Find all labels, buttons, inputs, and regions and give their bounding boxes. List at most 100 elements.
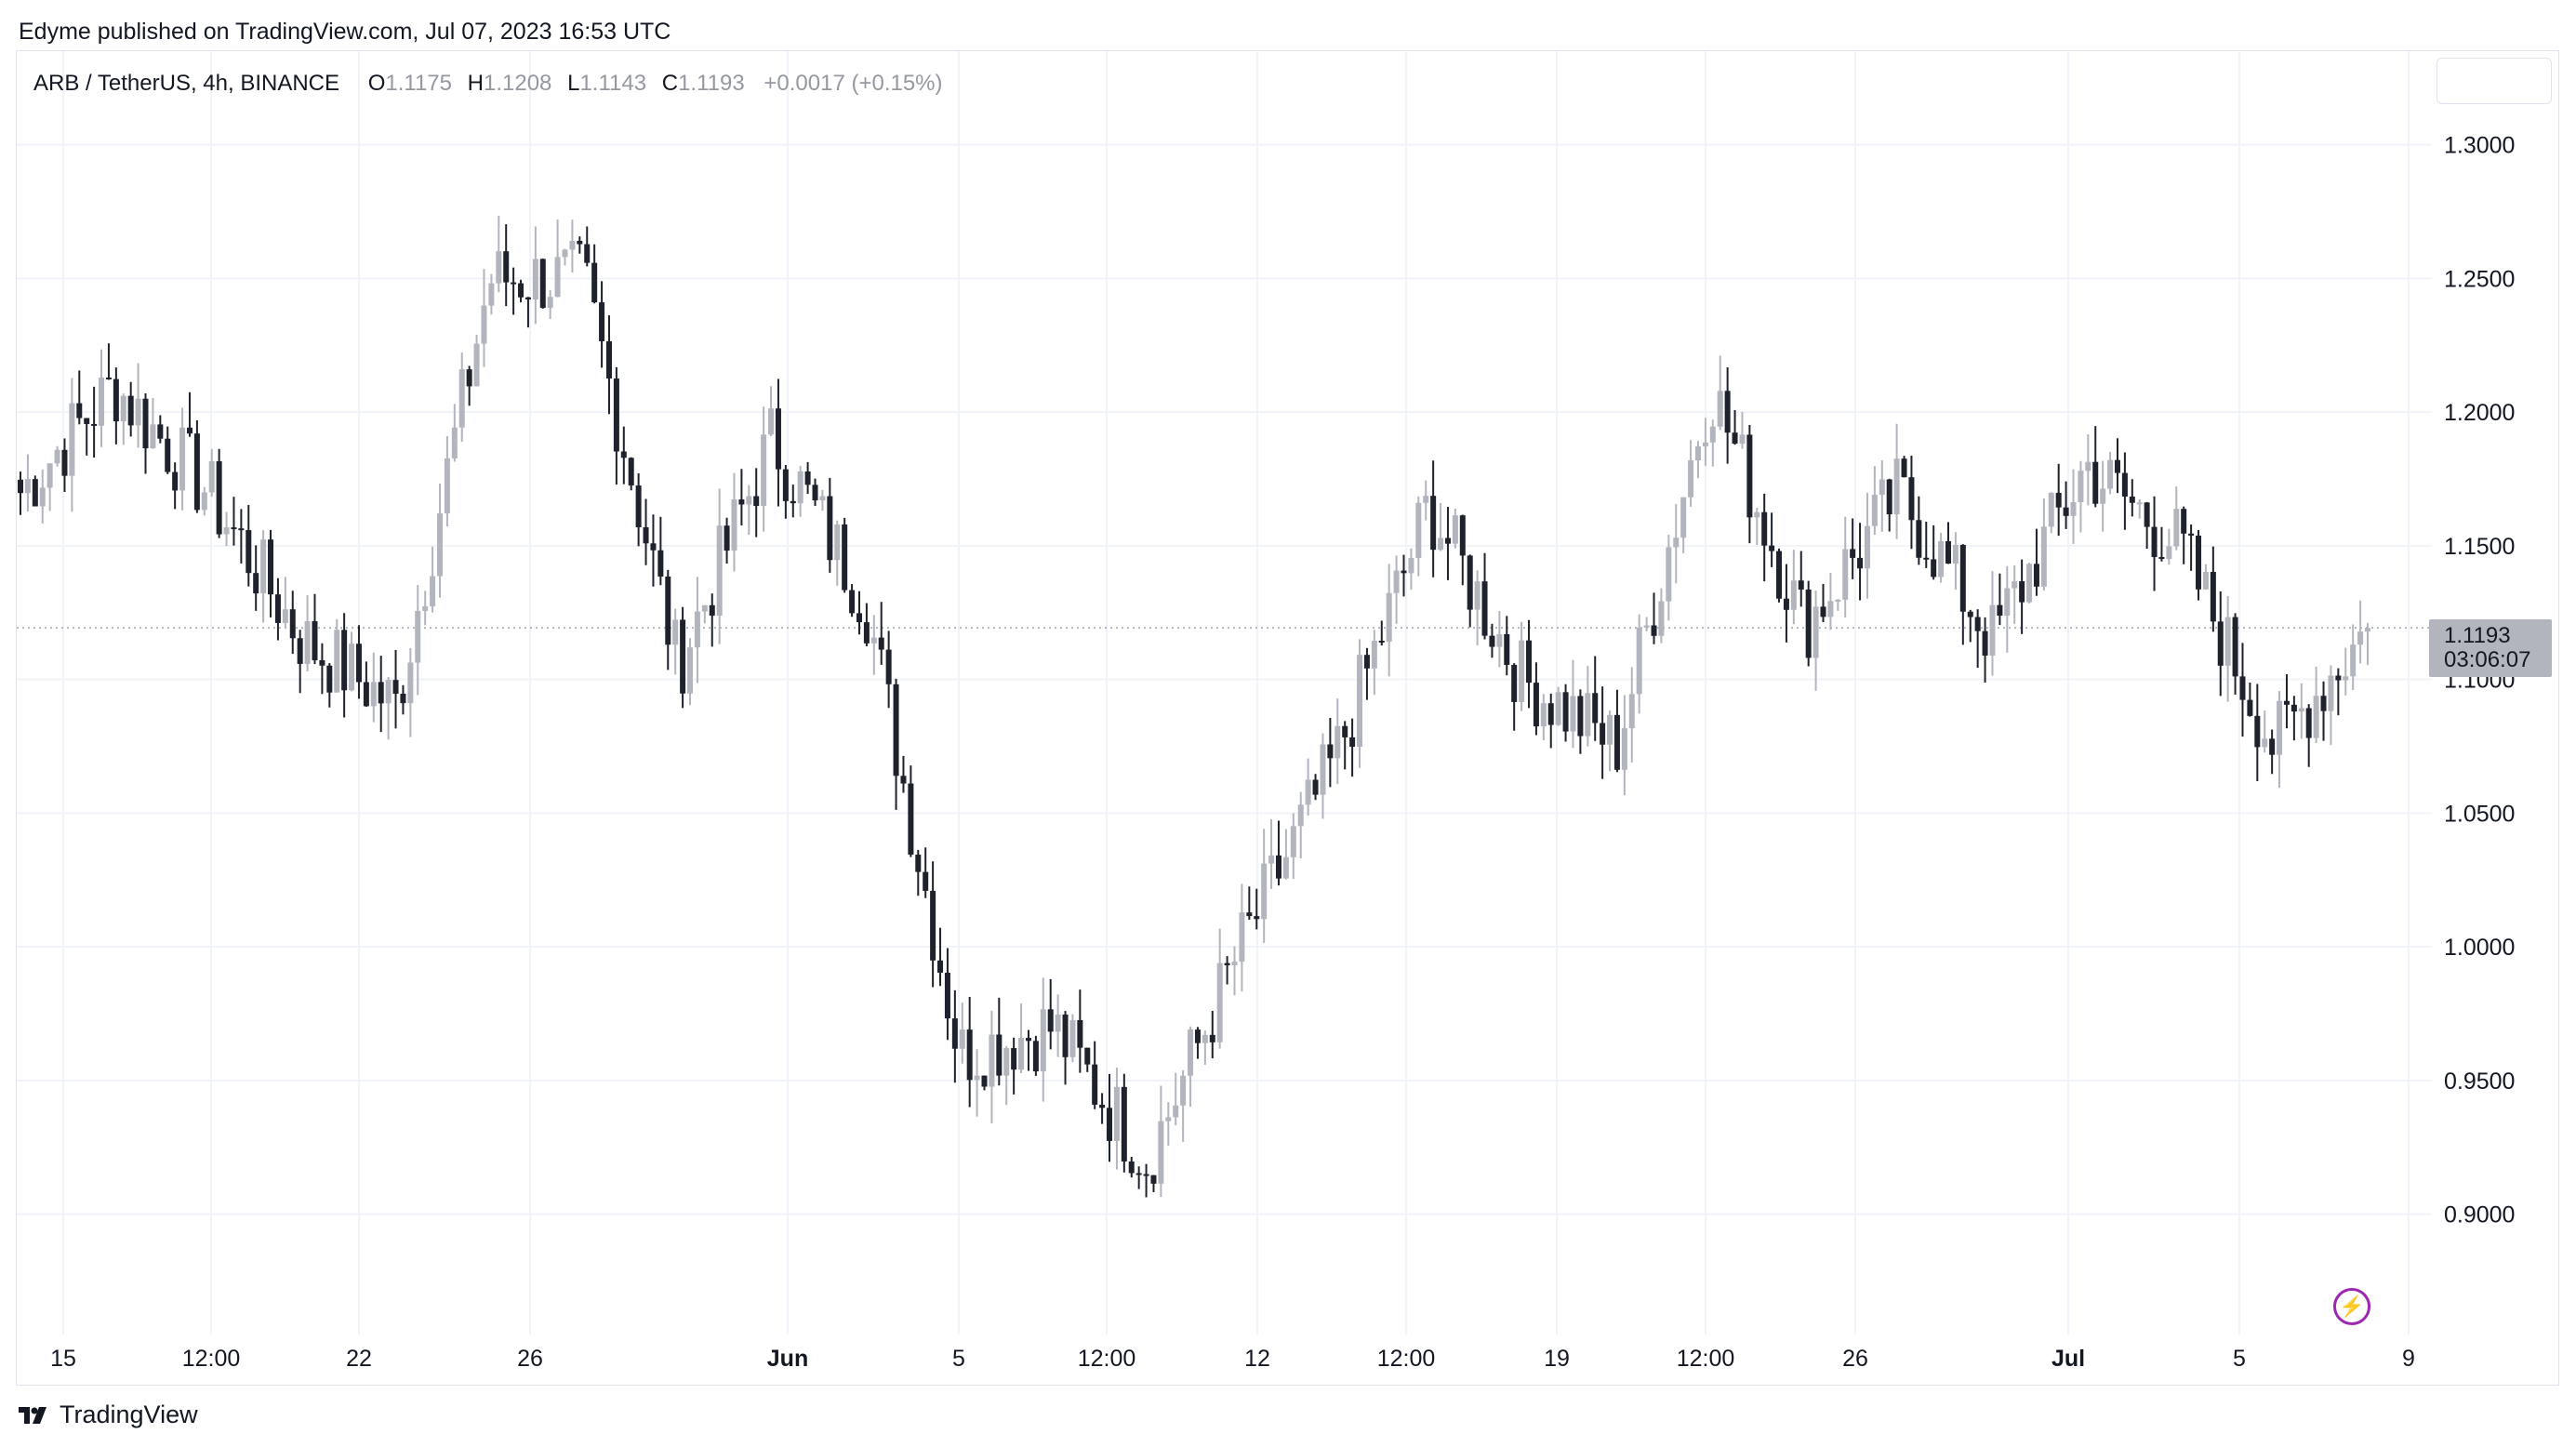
candle-body [1444, 538, 1451, 544]
candle-body [2343, 676, 2349, 681]
candle-up [1474, 570, 1481, 645]
candle-body [54, 449, 60, 464]
candle-down [1997, 573, 2003, 626]
candle-body [532, 259, 538, 300]
candle-up [2100, 460, 2106, 532]
candle-body [753, 496, 760, 507]
candle-body [341, 630, 348, 691]
candle-body [915, 854, 922, 872]
candle-up [1519, 621, 1525, 711]
candle-body [1040, 1009, 1046, 1072]
candle-up [1320, 733, 1326, 819]
candle-up [488, 273, 495, 315]
candle-body [923, 871, 929, 891]
candle-up [687, 638, 694, 706]
candle-up [334, 618, 340, 693]
time-axis[interactable]: 15 12:00 22 26 Jun 5 12:00 12 12:00 19 12:00 26 Jul 5… [50, 1346, 2415, 1372]
candle-down [1312, 774, 1319, 801]
candle-body [701, 604, 708, 612]
lightning-bolt-icon[interactable]: ⚡ [2333, 1288, 2370, 1325]
candle-body [1562, 692, 1569, 732]
candle-down [105, 343, 112, 380]
candle-body [665, 576, 671, 645]
candle-down [127, 381, 134, 437]
candle-body [746, 496, 752, 505]
candle-body [2026, 564, 2033, 603]
candle-body [878, 637, 884, 650]
candle-body [407, 662, 414, 704]
candle-down [1798, 551, 1804, 607]
candle-down [1724, 367, 1731, 464]
candle-body [2078, 471, 2084, 502]
candle-down [605, 315, 612, 415]
candle-up [481, 269, 487, 367]
candle-body [326, 665, 333, 693]
candle-body [1378, 641, 1385, 644]
candle-down [1592, 656, 1599, 741]
symbol-legend: ARB / TetherUS, 4h, BINANCE O1.1175 H1.1… [33, 71, 943, 97]
candle-body [1084, 1047, 1091, 1065]
candle-down [1850, 518, 1856, 579]
candle-body [2129, 496, 2135, 503]
candle-body [1694, 446, 1701, 461]
candle-down [599, 281, 605, 368]
candle-down [1974, 609, 1981, 669]
candle-body [1334, 725, 1341, 759]
candle-down [355, 625, 362, 699]
candle-up [1231, 946, 1238, 996]
candle-up [1018, 1003, 1025, 1074]
chart-control-box[interactable] [2437, 58, 2552, 104]
symbol-name[interactable]: ARB / TetherUS, 4h, BINANCE [33, 71, 340, 96]
candle-body [694, 611, 700, 648]
candle-down [996, 997, 1003, 1086]
candle-down [1084, 1047, 1091, 1072]
candle-body [1673, 538, 1680, 548]
candle-down [1776, 548, 1783, 603]
candle-body [1798, 580, 1804, 590]
high-label: H [467, 71, 484, 96]
candle-down [32, 475, 38, 507]
candle-body [1585, 693, 1591, 737]
candle-up [746, 485, 752, 536]
candles[interactable] [18, 215, 2370, 1198]
candle-down [312, 593, 318, 665]
candle-down [193, 419, 200, 513]
candle-body [2210, 571, 2216, 622]
candle-body [569, 240, 576, 250]
candle-body [1032, 1041, 1039, 1072]
candle-up [473, 334, 480, 387]
candle-down [1062, 1011, 1069, 1085]
candle-body [1893, 458, 1900, 515]
candle-up [569, 219, 576, 273]
candle-down [1511, 663, 1518, 731]
footer-brand[interactable]: TradingView [19, 1401, 198, 1429]
candle-body [2320, 696, 2327, 711]
candle-up [1334, 698, 1341, 785]
candle-body [473, 343, 480, 387]
candle-up [2166, 528, 2172, 565]
candle-down [18, 471, 23, 515]
candle-body [1025, 1038, 1031, 1042]
candle-body [349, 644, 355, 691]
price-axis[interactable]: 1.30001.25001.20001.15001.10001.05001.00… [2444, 133, 2515, 1228]
candle-down [216, 448, 222, 538]
candle-body [1290, 826, 1296, 857]
last-price-tag: 1.1193 03:06:07 [2429, 619, 2552, 677]
close-value: 1.1193 [678, 71, 745, 96]
candle-body [378, 682, 384, 704]
open-label: O [367, 71, 386, 96]
candle-body [908, 783, 914, 855]
candle-body [1555, 692, 1561, 725]
candle-up [1188, 1026, 1194, 1107]
candle-body [238, 528, 245, 531]
candle-down [165, 426, 171, 474]
candle-down [268, 529, 274, 617]
candle-up [1216, 928, 1223, 1049]
candle-up [2040, 498, 2047, 591]
candle-body [539, 259, 546, 309]
candle-down [1916, 496, 1922, 565]
candle-down [2210, 546, 2216, 632]
candle-down [539, 259, 546, 309]
candle-up [150, 397, 156, 449]
